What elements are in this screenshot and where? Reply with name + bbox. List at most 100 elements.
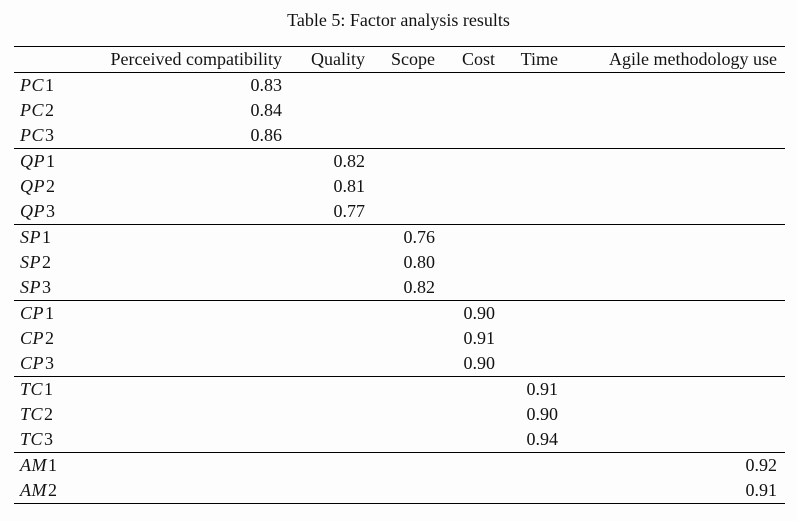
- empty-cell: [365, 351, 435, 377]
- row-label: CP3: [20, 353, 55, 373]
- empty-cell: [495, 250, 558, 275]
- empty-cell: [90, 427, 282, 453]
- empty-cell: [558, 250, 785, 275]
- table-row-sp2: SP2 0.80: [14, 250, 785, 275]
- empty-cell: [558, 301, 785, 327]
- loading-value-cell: 0.77: [333, 201, 366, 221]
- table-row-sp1: SP1 0.76: [14, 225, 785, 251]
- loading-value-cell: 0.91: [463, 328, 496, 348]
- empty-cell: [495, 326, 558, 351]
- loading-value-cell: 0.76: [403, 227, 436, 247]
- empty-cell: [435, 250, 495, 275]
- empty-cell: [435, 73, 495, 99]
- loading-value-cell: 0.91: [745, 480, 778, 500]
- empty-cell: [90, 351, 282, 377]
- table-row-tc2: TC2 0.90: [14, 402, 785, 427]
- empty-cell: [495, 174, 558, 199]
- empty-cell: [282, 453, 365, 479]
- empty-cell: [495, 478, 558, 504]
- empty-cell: [365, 199, 435, 225]
- row-label: CP2: [20, 328, 55, 348]
- table-row-pc2: PC2 0.84: [14, 98, 785, 123]
- row-label: CP1: [20, 303, 55, 323]
- empty-cell: [435, 402, 495, 427]
- table-row-pc1: PC1 0.83: [14, 73, 785, 99]
- column-header-empty: [14, 47, 90, 73]
- column-header-scope: Scope: [391, 49, 435, 69]
- row-label: PC1: [20, 75, 55, 95]
- loading-value-cell: 0.91: [526, 379, 559, 399]
- table-row-cp3: CP3 0.90: [14, 351, 785, 377]
- empty-cell: [435, 149, 495, 175]
- row-label: TC1: [20, 379, 54, 399]
- table-row-am1: AM1 0.92: [14, 453, 785, 479]
- empty-cell: [90, 250, 282, 275]
- table-row-sp3: SP3 0.82: [14, 275, 785, 301]
- empty-cell: [435, 98, 495, 123]
- empty-cell: [558, 123, 785, 149]
- empty-cell: [282, 377, 365, 403]
- empty-cell: [282, 73, 365, 99]
- empty-cell: [558, 73, 785, 99]
- empty-cell: [365, 326, 435, 351]
- empty-cell: [558, 427, 785, 453]
- empty-cell: [495, 351, 558, 377]
- row-label: SP3: [20, 277, 51, 297]
- table-row-tc1: TC1 0.91: [14, 377, 785, 403]
- empty-cell: [558, 326, 785, 351]
- empty-cell: [282, 275, 365, 301]
- empty-cell: [90, 149, 282, 175]
- empty-cell: [495, 123, 558, 149]
- loading-value-cell: 0.92: [745, 455, 778, 475]
- empty-cell: [282, 351, 365, 377]
- empty-cell: [282, 402, 365, 427]
- empty-cell: [90, 478, 282, 504]
- row-label: QP1: [20, 151, 55, 171]
- empty-cell: [282, 250, 365, 275]
- empty-cell: [282, 478, 365, 504]
- empty-cell: [365, 73, 435, 99]
- empty-cell: [435, 174, 495, 199]
- empty-cell: [365, 453, 435, 479]
- empty-cell: [558, 149, 785, 175]
- row-label: QP3: [20, 201, 55, 221]
- empty-cell: [365, 174, 435, 199]
- table-row-pc3: PC3 0.86: [14, 123, 785, 149]
- empty-cell: [435, 225, 495, 251]
- empty-cell: [495, 275, 558, 301]
- loading-value-cell: 0.86: [250, 125, 283, 145]
- row-label: TC3: [20, 429, 54, 449]
- empty-cell: [282, 301, 365, 327]
- column-header-cost: Cost: [461, 49, 495, 69]
- empty-cell: [282, 225, 365, 251]
- loading-value-cell: 0.94: [526, 429, 559, 449]
- loading-value-cell: 0.84: [250, 100, 283, 120]
- table-caption: Table 5: Factor analysis results: [287, 10, 510, 30]
- empty-cell: [282, 427, 365, 453]
- empty-cell: [495, 301, 558, 327]
- row-label: AM2: [20, 480, 57, 500]
- factor-group-am: AM1 0.92 AM2 0.91: [14, 453, 785, 504]
- row-label: PC2: [20, 100, 55, 120]
- empty-cell: [558, 351, 785, 377]
- table-header: Perceived compatibility Quality Scope Cost T…: [14, 46, 785, 73]
- table-row-cp2: CP2 0.91: [14, 326, 785, 351]
- factor-group-qp: QP1 0.82 QP2 0.81 QP3 0.77: [14, 149, 785, 225]
- empty-cell: [282, 123, 365, 149]
- empty-cell: [435, 427, 495, 453]
- table-row-cp1: CP1 0.90: [14, 301, 785, 327]
- empty-cell: [435, 275, 495, 301]
- loading-value-cell: 0.90: [526, 404, 559, 424]
- loading-value-cell: 0.82: [333, 151, 366, 171]
- empty-cell: [365, 377, 435, 403]
- table-row-qp1: QP1 0.82: [14, 149, 785, 175]
- empty-cell: [365, 478, 435, 504]
- empty-cell: [365, 402, 435, 427]
- empty-cell: [558, 225, 785, 251]
- factor-group-tc: TC1 0.91 TC2 0.90 TC3 0.94: [14, 377, 785, 453]
- empty-cell: [90, 326, 282, 351]
- empty-cell: [495, 225, 558, 251]
- row-label: TC2: [20, 404, 54, 424]
- empty-cell: [495, 98, 558, 123]
